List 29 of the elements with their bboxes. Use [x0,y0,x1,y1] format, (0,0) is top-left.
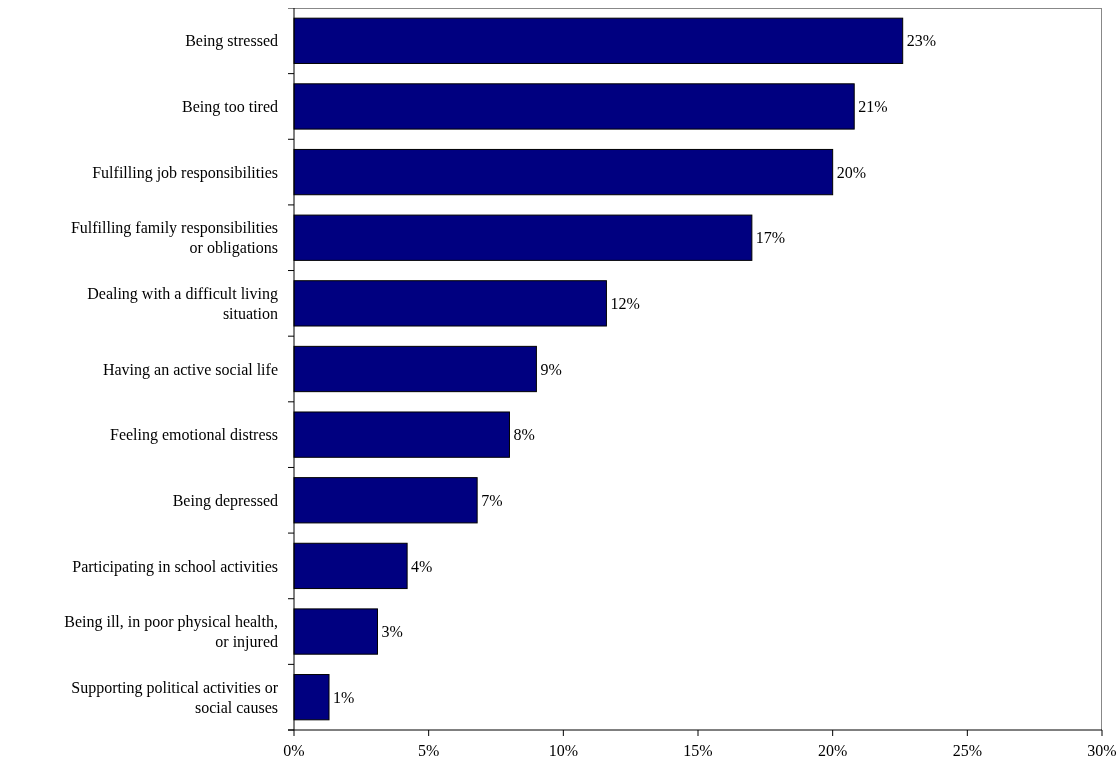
x-tick-label: 20% [818,742,848,759]
data-label: 17% [755,229,786,247]
x-tick-label: 25% [952,742,982,759]
data-label: 8% [513,426,535,444]
y-tick-label: Feeling emotional distress [110,426,278,445]
data-label: 23% [906,32,937,50]
y-tick-label: Being depressed [172,491,278,510]
x-tick-label: 5% [418,742,440,759]
y-tick-label: Being too tired [182,98,278,117]
y-tick-label: Dealing with a difficult living situation [87,284,278,322]
y-tick-label: Being stressed [185,32,278,51]
y-tick-label: Being ill, in poor physical health, or injured [64,613,278,652]
x-tick-label: 10% [548,742,578,759]
data-label: 12% [610,294,640,312]
data-label: 1% [333,688,355,706]
x-tick-label: 15% [683,742,713,759]
data-label: 7% [481,491,503,509]
y-tick-label: Participating in school activities [72,557,278,576]
y-tick-label: Having an active social life [102,360,278,379]
data-label: 3% [381,623,403,641]
data-label: 9% [540,360,562,378]
data-label: 4% [411,557,433,575]
data-label: 20% [836,163,866,181]
data-label: 21% [858,98,888,116]
y-tick-label: Fulfilling job responsibilities [92,163,278,182]
x-tick-label: 0% [283,742,305,759]
y-tick-label: Supporting political activities or social causes [71,678,279,716]
x-tick-label: 30% [1087,742,1117,759]
y-tick-label: Fulfilling family responsibilities or obligations [70,219,278,258]
